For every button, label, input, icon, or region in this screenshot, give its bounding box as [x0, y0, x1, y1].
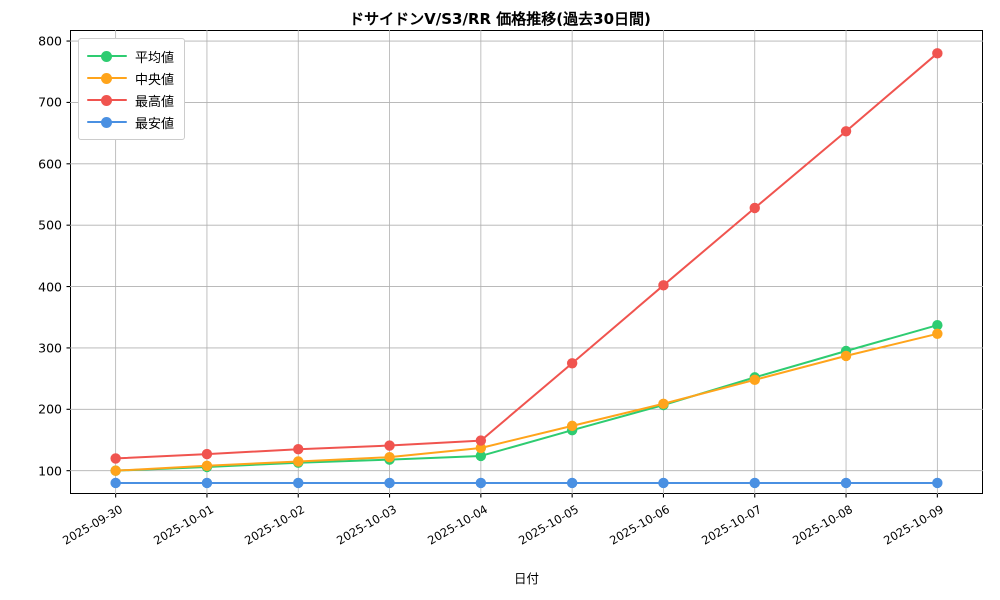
- legend-label: 最高値: [135, 94, 175, 110]
- legend-swatch-icon: [87, 115, 127, 129]
- y-tick-label: 600: [38, 156, 62, 172]
- series-marker: [293, 443, 304, 455]
- series-marker: [293, 477, 304, 489]
- plot-area: [70, 30, 983, 494]
- x-tick-label: 2025-10-08: [790, 502, 856, 548]
- x-axis-label: 日付: [513, 571, 539, 586]
- series-marker: [658, 280, 669, 291]
- x-tick-label: 2025-10-09: [881, 502, 947, 548]
- series-marker: [201, 448, 213, 460]
- x-tick-label: 2025-10-06: [607, 502, 673, 548]
- series-marker: [475, 442, 487, 454]
- legend-swatch-icon: [87, 49, 127, 63]
- series-marker: [475, 450, 487, 462]
- legend-label: 平均値: [135, 50, 175, 66]
- series-marker: [110, 477, 121, 489]
- legend-swatch-icon: [87, 71, 127, 85]
- legend-swatch-icon: [87, 93, 127, 107]
- y-tick-label: 400: [38, 279, 62, 295]
- y-tick-label: 800: [38, 33, 62, 49]
- series-marker: [384, 477, 395, 489]
- legend-item-3[interactable]: 最安値: [87, 111, 174, 133]
- x-tick-label: 2025-10-01: [151, 502, 216, 548]
- y-tick-label: 300: [38, 340, 62, 356]
- series-marker: [566, 477, 578, 489]
- series-marker: [932, 48, 943, 59]
- series-marker: [749, 374, 760, 386]
- series-marker: [749, 477, 760, 489]
- series-marker: [201, 477, 213, 489]
- x-tick-label: 2025-10-07: [698, 502, 764, 548]
- series-marker: [932, 477, 943, 489]
- series-marker: [110, 453, 121, 464]
- x-tick-label: 2025-09-30: [59, 502, 125, 548]
- y-tick-label: 700: [38, 94, 62, 110]
- series-line-0: [114, 324, 939, 472]
- y-tick-label: 100: [38, 463, 62, 479]
- x-tick-label: 2025-10-02: [242, 502, 308, 548]
- series-line-2: [114, 52, 939, 460]
- series-marker: [384, 440, 395, 451]
- y-tick-label: 200: [38, 401, 62, 417]
- series-marker: [293, 456, 304, 467]
- series-marker: [840, 350, 852, 362]
- series-marker: [840, 126, 852, 137]
- series-marker: [110, 465, 121, 476]
- chart-legend: 平均値中央値最高値最安値: [78, 38, 186, 140]
- series-marker: [932, 320, 943, 331]
- legend-item-1[interactable]: 中央値: [87, 67, 174, 89]
- y-tick-label: 500: [38, 217, 62, 233]
- x-tick-label: 2025-10-03: [333, 502, 399, 548]
- legend-label: 中央値: [135, 72, 175, 88]
- x-tick-label: 2025-10-04: [424, 502, 490, 548]
- series-marker: [475, 435, 487, 446]
- x-tick-label: 2025-10-05: [516, 502, 582, 548]
- series-marker: [566, 420, 578, 432]
- series-marker: [932, 328, 943, 340]
- series-marker: [201, 460, 213, 471]
- series-marker: [658, 398, 669, 409]
- series-marker: [658, 477, 669, 489]
- legend-item-0[interactable]: 平均値: [87, 45, 174, 67]
- chart-title: ドサイドンV/S3/RR 価格推移(過去30日間): [349, 10, 651, 28]
- legend-item-2[interactable]: 最高値: [87, 89, 174, 111]
- series-line-1: [114, 332, 939, 472]
- series-marker: [840, 477, 852, 489]
- legend-label: 最安値: [135, 116, 175, 132]
- series-marker: [749, 202, 760, 214]
- series-marker: [384, 451, 395, 463]
- series-marker: [566, 358, 578, 369]
- series-marker: [475, 477, 487, 489]
